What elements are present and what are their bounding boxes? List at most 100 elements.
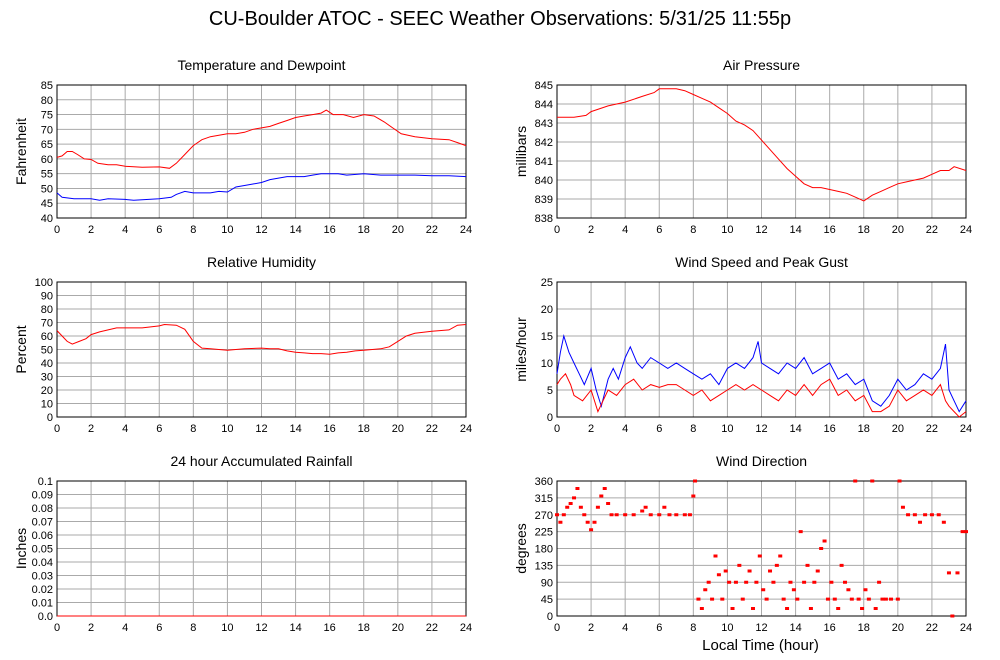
data-point [822, 539, 827, 543]
data-point [785, 607, 790, 610]
data-point [592, 520, 597, 524]
y-tick-label: 843 [535, 118, 553, 130]
data-point [791, 588, 796, 592]
data-point [609, 513, 614, 517]
data-point [781, 597, 786, 601]
data-point [575, 487, 580, 490]
chart-title: Wind Speed and Peak Gust [675, 254, 848, 270]
x-tick-label: 22 [926, 224, 938, 236]
y-tick-label: 5 [547, 385, 553, 397]
data-point [870, 479, 875, 483]
data-point [703, 588, 708, 592]
y-tick-label: 90 [541, 577, 553, 589]
plot-frame [556, 281, 967, 418]
y-tick-label: 0.02 [32, 584, 53, 596]
y-tick-label: 65 [41, 139, 53, 151]
x-tick-label: 20 [392, 423, 404, 435]
data-point [720, 597, 725, 601]
x-tick-label: 16 [324, 423, 336, 435]
data-point [643, 505, 648, 509]
data-point [623, 513, 628, 517]
data-point [710, 597, 715, 601]
y-tick-label: 0.03 [32, 571, 53, 583]
x-tick-label: 20 [892, 622, 904, 634]
x-tick-label: 18 [358, 622, 370, 634]
x-axis-label: Local Time (hour) [702, 637, 819, 654]
x-tick-label: 8 [690, 224, 696, 236]
data-point [582, 513, 587, 517]
data-point [883, 597, 888, 601]
y-tick-label: 0.07 [32, 517, 53, 529]
y-tick-label: 845 [535, 80, 553, 92]
x-tick-label: 0 [54, 423, 60, 435]
x-tick-label: 24 [960, 622, 972, 634]
x-tick-label: 2 [588, 622, 594, 634]
x-tick-label: 24 [960, 423, 972, 435]
x-tick-label: 8 [190, 423, 196, 435]
x-tick-label: 20 [392, 224, 404, 236]
y-tick-label: 225 [535, 527, 553, 539]
data-point [863, 588, 868, 592]
y-tick-label: 85 [41, 80, 53, 92]
x-tick-label: 0 [554, 622, 560, 634]
x-tick-label: 24 [460, 224, 472, 236]
data-point [950, 614, 955, 618]
y-tick-label: 100 [35, 277, 53, 289]
x-tick-label: 18 [358, 423, 370, 435]
chart-rainfall: 0 2 4 6 8 10 12 14 16 18 20 22 240.00.010.020.030.04… [13, 453, 472, 634]
data-point [912, 513, 917, 517]
data-point [889, 597, 894, 601]
x-tick-label: 8 [690, 622, 696, 634]
x-tick-label: 22 [926, 423, 938, 435]
x-tick-label: 12 [755, 423, 767, 435]
y-tick-label: 840 [535, 175, 553, 187]
x-tick-label: 10 [221, 423, 233, 435]
data-point [727, 580, 732, 584]
series-line [557, 88, 967, 202]
x-tick-label: 18 [358, 224, 370, 236]
data-point [917, 520, 922, 524]
y-tick-label: 315 [535, 493, 553, 505]
y-axis-label: Percent [13, 325, 29, 373]
y-tick-label: 20 [541, 304, 553, 316]
chart-pressure: 0 2 4 6 8 10 12 14 16 18 20 22 248388398408418428438… [513, 57, 972, 236]
data-point [906, 513, 911, 517]
chart-title: Air Pressure [723, 57, 800, 73]
data-point [877, 580, 882, 584]
x-tick-label: 6 [656, 622, 662, 634]
y-tick-label: 30 [41, 372, 53, 384]
x-tick-label: 14 [289, 622, 301, 634]
data-point [614, 513, 619, 517]
data-point [723, 569, 728, 573]
data-point [832, 597, 837, 601]
x-tick-label: 16 [824, 224, 836, 236]
data-point [674, 513, 679, 517]
x-tick-label: 22 [426, 224, 438, 236]
y-axis-label: millibars [513, 126, 529, 177]
y-tick-label: 0.04 [32, 557, 53, 569]
data-point [843, 580, 848, 584]
data-point [568, 502, 573, 505]
chart-title: 24 hour Accumulated Rainfall [170, 453, 352, 469]
x-tick-label: 6 [656, 423, 662, 435]
data-point [774, 563, 779, 567]
data-point [595, 505, 600, 509]
data-point [693, 479, 698, 483]
y-tick-label: 180 [535, 544, 553, 556]
y-tick-label: 0.08 [32, 503, 53, 515]
y-tick-label: 135 [535, 560, 553, 572]
data-point [873, 607, 878, 610]
plot-frame [56, 281, 467, 418]
data-point [768, 569, 773, 573]
y-tick-label: 0 [547, 611, 553, 623]
x-tick-label: 12 [255, 423, 267, 435]
y-tick-label: 40 [41, 213, 53, 225]
y-tick-label: 839 [535, 194, 553, 206]
y-tick-label: 0.09 [32, 490, 53, 502]
x-tick-label: 6 [156, 224, 162, 236]
data-point [585, 520, 590, 524]
x-tick-label: 16 [324, 224, 336, 236]
y-tick-label: 45 [541, 594, 553, 606]
data-point [936, 513, 941, 517]
